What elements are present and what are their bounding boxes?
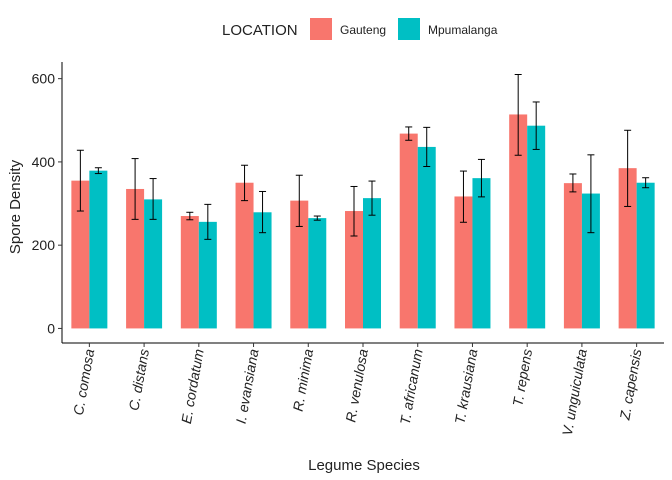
error-bar-mpumalanga-c-comosa — [94, 167, 102, 175]
y-tick-label: 0 — [47, 320, 55, 336]
error-bar-mpumalanga-t-repens — [532, 101, 540, 150]
x-tick-label-c-distans: C. distans — [125, 348, 152, 412]
x-tick-label-r-minima: R. minima — [290, 348, 317, 413]
error-bar-gauteng-t-africanum — [405, 126, 413, 141]
error-bar-gauteng-z-capensis — [624, 129, 632, 207]
x-tick-label-e-cordatum: E. cordatum — [178, 347, 207, 424]
legend-swatch-gauteng — [310, 18, 332, 40]
bar-mpumalanga-t-repens — [527, 125, 546, 329]
x-tick-label-t-africanum: T. africanum — [397, 347, 426, 425]
error-bar-gauteng-e-cordatum — [186, 211, 194, 221]
error-bar-mpumalanga-z-capensis — [642, 177, 650, 189]
bar-gauteng-v-unguiculata — [563, 183, 582, 329]
bar-gauteng-t-africanum — [399, 133, 418, 329]
x-tick-label-r-venulosa: R. venulosa — [342, 348, 371, 424]
error-bar-mpumalanga-c-distans — [149, 178, 157, 220]
bar-gauteng-c-distans — [126, 188, 145, 329]
error-bar-mpumalanga-t-africanum — [423, 126, 431, 167]
error-bar-gauteng-t-krausiana — [459, 170, 467, 223]
bar-mpumalanga-t-africanum — [417, 146, 436, 329]
error-bar-gauteng-c-comosa — [76, 149, 84, 212]
legend: LOCATION Gauteng Mpumalanga — [222, 18, 498, 40]
bar-mpumalanga-e-cordatum — [198, 221, 217, 329]
legend-title: LOCATION — [222, 22, 298, 39]
bar-gauteng-t-krausiana — [454, 196, 473, 329]
y-tick-label: 600 — [32, 71, 56, 87]
error-bar-mpumalanga-r-venulosa — [368, 180, 376, 216]
error-bar-mpumalanga-i-evansiana — [259, 190, 267, 234]
error-bar-gauteng-r-minima — [295, 174, 303, 227]
bar-mpumalanga-z-capensis — [636, 182, 655, 329]
error-bar-gauteng-i-evansiana — [241, 164, 249, 202]
legend-label-gauteng: Gauteng — [340, 23, 386, 37]
bar-mpumalanga-r-minima — [308, 218, 327, 329]
x-tick-label-t-krausiana: T. krausiana — [451, 348, 480, 426]
x-tick-label-t-repens: T. repens — [509, 348, 535, 408]
bar-gauteng-c-comosa — [71, 180, 90, 329]
x-tick-label-c-comosa: C. comosa — [70, 348, 97, 417]
error-bar-gauteng-r-venulosa — [350, 185, 358, 237]
y-tick-label: 400 — [32, 154, 56, 170]
bar-mpumalanga-r-venulosa — [363, 198, 381, 329]
x-tick-label-v-unguiculata: V. unguiculata — [559, 348, 590, 437]
bar-mpumalanga-v-unguiculata — [581, 193, 600, 329]
error-bar-mpumalanga-e-cordatum — [204, 203, 212, 240]
error-bar-mpumalanga-r-minima — [313, 215, 321, 221]
bar-gauteng-e-cordatum — [180, 216, 199, 329]
plot-area — [71, 73, 655, 329]
legend-label-mpumalanga: Mpumalanga — [428, 23, 498, 37]
y-tick-label: 200 — [32, 237, 56, 253]
error-bar-mpumalanga-v-unguiculata — [587, 154, 595, 234]
legend-swatch-mpumalanga — [398, 18, 420, 40]
x-tick-label-z-capensis: Z. capensis — [616, 348, 644, 422]
error-bar-gauteng-t-repens — [514, 73, 522, 156]
bar-mpumalanga-t-krausiana — [472, 178, 491, 329]
bar-mpumalanga-c-distans — [144, 199, 163, 329]
bar-gauteng-t-repens — [509, 114, 528, 329]
bar-mpumalanga-i-evansiana — [253, 212, 272, 329]
x-axis-title: Legume Species — [308, 457, 420, 474]
bar-gauteng-r-minima — [290, 200, 309, 329]
x-tick-label-i-evansiana: I. evansiana — [233, 348, 262, 425]
bar-gauteng-r-venulosa — [345, 211, 363, 329]
error-bar-gauteng-v-unguiculata — [569, 173, 577, 193]
bar-mpumalanga-c-comosa — [89, 170, 108, 329]
error-bar-mpumalanga-t-krausiana — [477, 158, 485, 198]
error-bar-gauteng-c-distans — [131, 158, 139, 220]
bar-gauteng-i-evansiana — [235, 182, 254, 329]
y-axis-title: Spore Density — [7, 159, 24, 254]
bar-gauteng-z-capensis — [618, 168, 637, 329]
